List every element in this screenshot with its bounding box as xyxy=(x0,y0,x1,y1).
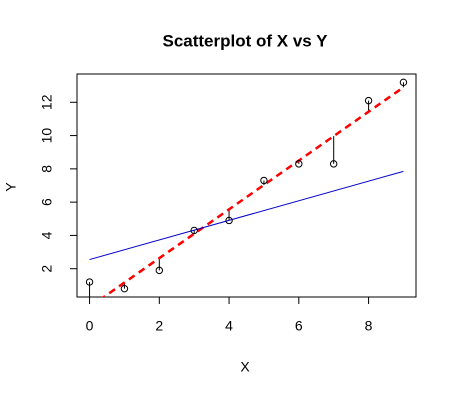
y-tick-label: 12 xyxy=(39,94,55,110)
plot-area xyxy=(85,78,408,297)
x-tick-label: 0 xyxy=(86,318,94,334)
point xyxy=(190,226,198,235)
point xyxy=(364,96,373,105)
y-axis-label: Y xyxy=(3,182,19,192)
point xyxy=(295,160,303,168)
y-tick-label: 4 xyxy=(39,231,55,239)
point xyxy=(120,284,129,293)
y-tick-label: 10 xyxy=(39,128,55,144)
chart-title: Scatterplot of X vs Y xyxy=(162,31,328,50)
point xyxy=(260,176,268,185)
fit-line xyxy=(89,170,404,261)
point xyxy=(329,160,338,168)
x-tick-label: 6 xyxy=(295,318,303,334)
point xyxy=(225,216,233,225)
x-axis-label: X xyxy=(240,359,250,375)
point xyxy=(155,266,164,275)
y-tick-label: 2 xyxy=(39,265,55,273)
point xyxy=(85,278,94,286)
plot-box xyxy=(76,73,417,298)
point xyxy=(399,78,408,87)
x-tick-label: 2 xyxy=(155,318,163,334)
x-tick-label: 8 xyxy=(365,318,373,334)
x-tick-label: 4 xyxy=(225,318,233,334)
y-tick-label: 8 xyxy=(39,165,55,173)
fit-line xyxy=(101,86,405,297)
y-tick-label: 6 xyxy=(39,198,55,206)
